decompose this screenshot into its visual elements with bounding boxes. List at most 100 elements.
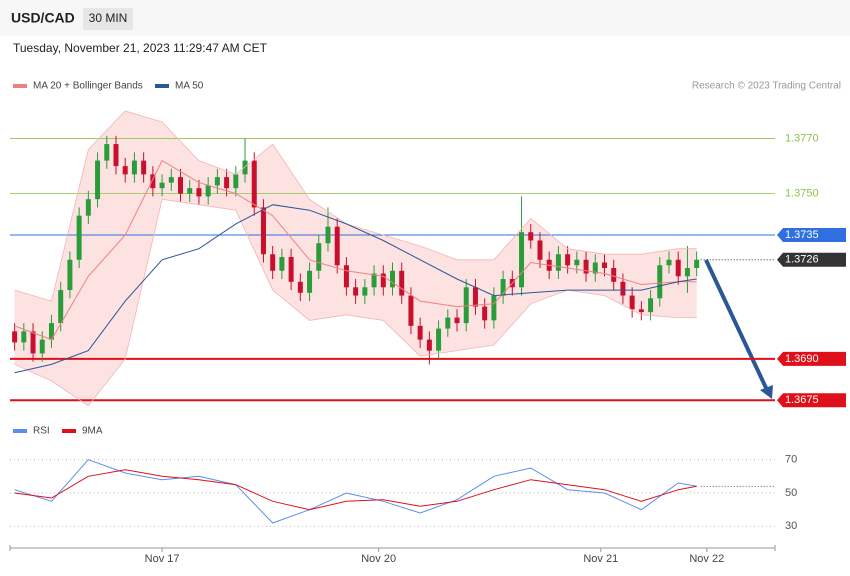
candle-body	[519, 232, 525, 288]
level-tag	[777, 351, 846, 366]
candle-body	[555, 254, 561, 271]
ma50-line	[14, 204, 697, 374]
series-line	[14, 469, 697, 511]
candle-body	[141, 160, 147, 175]
candle-body	[251, 160, 257, 208]
candle-body	[297, 281, 303, 293]
candle-body	[601, 262, 607, 269]
candle-body	[675, 259, 681, 277]
forecast-arrow	[704, 259, 769, 391]
candle-body	[104, 144, 110, 161]
credit: Research © 2023 Trading Central	[692, 81, 841, 92]
candle-body	[482, 306, 488, 321]
y-tick-label: 50	[785, 487, 797, 499]
candle-body	[196, 188, 202, 197]
candle-body	[288, 257, 294, 282]
candle-body	[454, 317, 460, 324]
candle-body	[325, 226, 331, 244]
candle-body	[95, 160, 101, 200]
x-tick-label: Nov 20	[361, 553, 396, 565]
candle-body	[131, 160, 137, 175]
candle-body	[353, 287, 359, 296]
candle-body	[537, 240, 543, 260]
candle-body	[684, 268, 690, 277]
symbol: USD/CAD	[11, 10, 75, 26]
candle-body	[270, 254, 276, 271]
candle-body	[76, 215, 82, 260]
candle-body	[666, 259, 672, 266]
x-tick-label: Nov 22	[689, 553, 724, 565]
candle-body	[316, 243, 322, 271]
candle-body	[390, 270, 395, 288]
candle-body	[500, 279, 506, 296]
level-label: 1.3750	[785, 188, 819, 200]
candle-body	[371, 273, 377, 288]
candle-body	[528, 232, 534, 241]
candle-body	[150, 174, 156, 189]
candle-body	[39, 339, 45, 354]
candle-body	[334, 226, 340, 266]
candle-body	[491, 295, 497, 321]
candle-body	[242, 160, 248, 175]
candle-body	[565, 254, 571, 266]
candle-body	[426, 339, 432, 351]
candle-body	[472, 287, 478, 307]
candle-body	[85, 199, 91, 216]
level-label: 1.3690	[785, 353, 819, 365]
candle-body	[694, 259, 700, 269]
candle-body	[113, 144, 119, 167]
legend-label: RSI	[33, 426, 50, 437]
candle-body	[399, 270, 405, 296]
forecast-arrowhead	[760, 385, 773, 399]
candle-body	[648, 298, 654, 313]
header-bar	[0, 0, 850, 36]
timeframe-badge	[83, 8, 133, 30]
legend-label: MA 20 + Bollinger Bands	[33, 81, 143, 92]
candle-body	[67, 259, 73, 291]
candle-body	[611, 268, 617, 282]
x-tick-label: Nov 21	[583, 553, 618, 565]
candle-body	[159, 182, 165, 189]
level-label: 1.3675	[785, 394, 819, 406]
candle-body	[574, 259, 580, 266]
candle-body	[592, 262, 598, 274]
band-line	[14, 110, 697, 302]
bollinger-band	[14, 111, 697, 406]
candle-body	[233, 174, 239, 189]
candle-body	[122, 166, 128, 175]
candle-body	[279, 257, 285, 271]
candle-body	[657, 265, 663, 299]
candle-body	[408, 295, 414, 326]
candle-body	[436, 328, 442, 351]
band-line	[14, 159, 697, 341]
candle-body	[583, 259, 589, 274]
candle-body	[187, 188, 193, 194]
candle-body	[417, 325, 423, 340]
x-tick-label: Nov 17	[145, 553, 180, 565]
level-label: 1.3735	[785, 229, 819, 241]
legend-label: 9MA	[82, 426, 103, 437]
timestamp: Tuesday, November 21, 2023 11:29:47 AM C…	[13, 41, 268, 55]
candle-body	[168, 177, 174, 183]
candle-body	[21, 331, 27, 343]
candle-body	[362, 287, 368, 296]
level-tag	[777, 393, 846, 408]
candle-body	[48, 323, 54, 340]
candle-body	[445, 317, 451, 329]
timeframe: 30 MIN	[89, 11, 128, 25]
candle-body	[58, 290, 64, 324]
level-tag	[777, 227, 846, 242]
candle-body	[463, 287, 469, 324]
candle-body	[12, 331, 18, 343]
current-price-label: 1.3726	[785, 254, 819, 266]
candle-body	[224, 177, 230, 189]
candle-body	[178, 177, 184, 194]
series-line	[14, 459, 697, 524]
candle-body	[638, 309, 644, 313]
band-line	[14, 198, 697, 407]
level-label: 1.3770	[785, 132, 819, 144]
candle-body	[620, 281, 626, 296]
candle-body	[205, 185, 211, 197]
y-tick-label: 70	[785, 454, 797, 466]
